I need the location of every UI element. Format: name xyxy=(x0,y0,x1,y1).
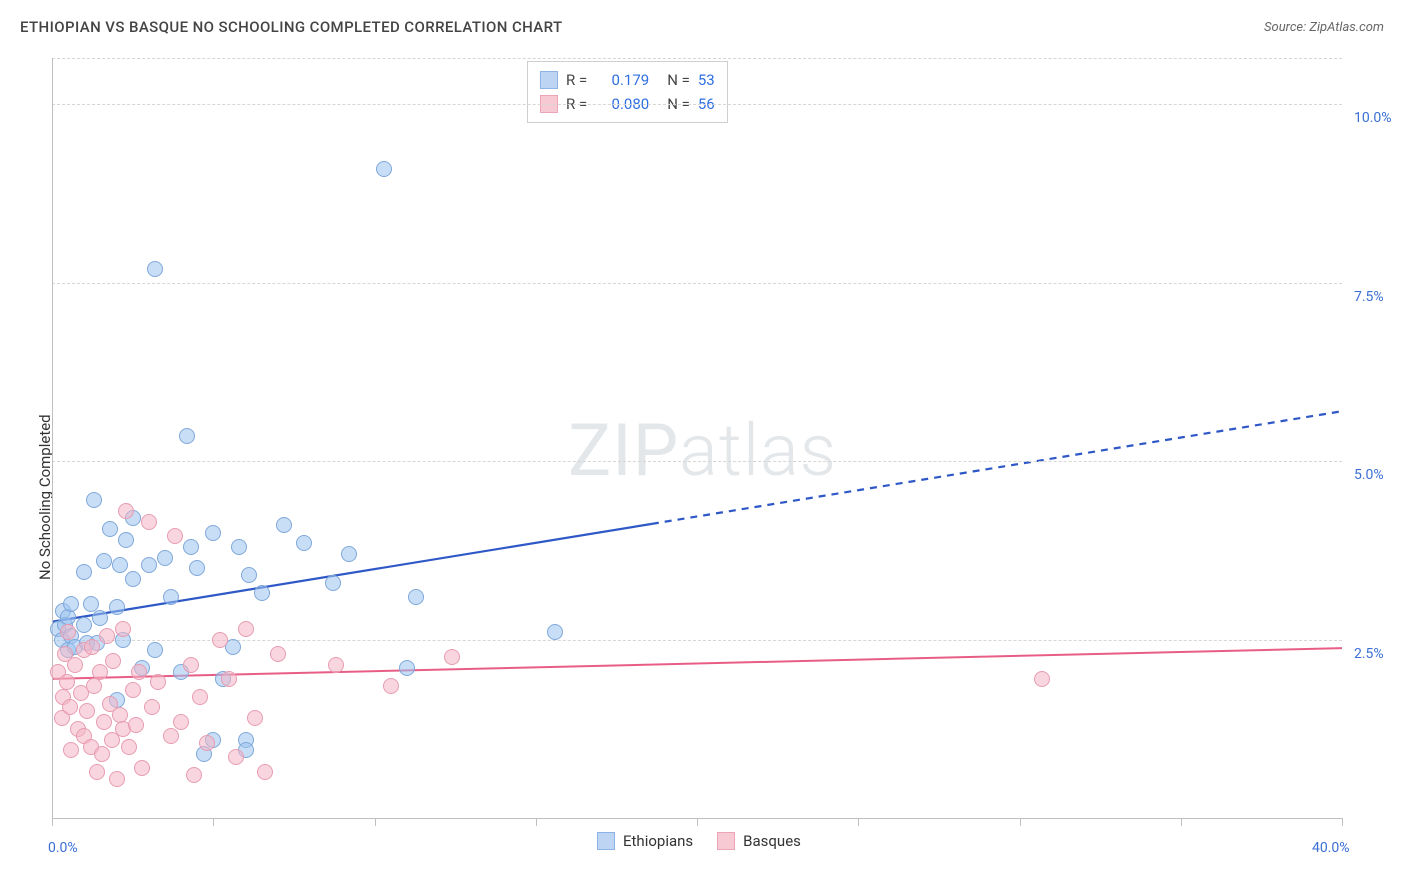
gridline xyxy=(52,461,1342,462)
gridline xyxy=(52,283,1342,284)
x-tick xyxy=(1342,818,1343,826)
data-point-ethiopians xyxy=(241,567,257,583)
legend-label: Ethiopians xyxy=(623,832,693,850)
x-tick xyxy=(536,818,537,826)
legend-swatch xyxy=(717,832,735,850)
x-tick-label: 0.0% xyxy=(48,840,78,856)
legend-item: Ethiopians xyxy=(597,832,693,850)
n-label: N = xyxy=(667,68,690,92)
data-point-ethiopians xyxy=(399,660,415,676)
data-point-basques xyxy=(94,746,110,762)
x-tick xyxy=(697,818,698,826)
legend-stat-row: R = 0.179 N = 53 xyxy=(540,68,715,92)
data-point-basques xyxy=(125,682,141,698)
data-point-ethiopians xyxy=(76,564,92,580)
data-point-ethiopians xyxy=(141,557,157,573)
gridline xyxy=(52,58,1342,59)
r-label: R = xyxy=(566,68,587,92)
data-point-ethiopians xyxy=(205,525,221,541)
chart-title: ETHIOPIAN VS BASQUE NO SCHOOLING COMPLET… xyxy=(20,18,563,36)
source-attribution: Source: ZipAtlas.com xyxy=(1264,20,1384,35)
legend-item: Basques xyxy=(717,832,801,850)
data-point-basques xyxy=(86,678,102,694)
data-point-basques xyxy=(192,689,208,705)
data-point-basques xyxy=(238,621,254,637)
x-tick xyxy=(213,818,214,826)
legend-swatch xyxy=(540,71,558,89)
data-point-basques xyxy=(270,646,286,662)
n-value: 53 xyxy=(698,68,715,92)
data-point-ethiopians xyxy=(112,557,128,573)
plot-area xyxy=(52,58,1342,818)
data-point-basques xyxy=(1034,671,1050,687)
legend-series: Ethiopians Basques xyxy=(597,832,801,850)
x-tick xyxy=(375,818,376,826)
gridline xyxy=(52,640,1342,641)
data-point-basques xyxy=(96,714,112,730)
data-point-ethiopians xyxy=(118,532,134,548)
data-point-basques xyxy=(109,771,125,787)
data-point-basques xyxy=(186,767,202,783)
data-point-basques xyxy=(131,664,147,680)
data-point-ethiopians xyxy=(254,585,270,601)
data-point-ethiopians xyxy=(157,550,173,566)
y-tick-label: 2.5% xyxy=(1354,646,1384,662)
data-point-basques xyxy=(328,657,344,673)
gridline xyxy=(52,104,1342,105)
data-point-basques xyxy=(173,714,189,730)
x-tick xyxy=(858,818,859,826)
data-point-ethiopians xyxy=(296,535,312,551)
data-point-basques xyxy=(99,628,115,644)
data-point-basques xyxy=(128,717,144,733)
legend-stats: R =0.179N =53R =0.080N =56 xyxy=(527,61,728,123)
x-tick xyxy=(1020,818,1021,826)
data-point-ethiopians xyxy=(376,161,392,177)
data-point-basques xyxy=(167,528,183,544)
data-point-ethiopians xyxy=(109,599,125,615)
legend-swatch xyxy=(597,832,615,850)
data-point-basques xyxy=(212,632,228,648)
data-point-basques xyxy=(141,514,157,530)
y-tick-label: 5.0% xyxy=(1354,467,1384,483)
data-point-ethiopians xyxy=(102,521,118,537)
data-point-ethiopians xyxy=(125,571,141,587)
data-point-basques xyxy=(199,735,215,751)
data-point-basques xyxy=(121,739,137,755)
data-point-ethiopians xyxy=(183,539,199,555)
data-point-basques xyxy=(115,621,131,637)
data-point-basques xyxy=(59,674,75,690)
x-tick-label: 40.0% xyxy=(1312,840,1350,856)
data-point-ethiopians xyxy=(163,589,179,605)
x-tick xyxy=(1181,818,1182,826)
y-tick-label: 10.0% xyxy=(1354,110,1392,126)
y-tick-label: 7.5% xyxy=(1354,289,1384,305)
data-point-ethiopians xyxy=(147,261,163,277)
legend-label: Basques xyxy=(743,832,801,850)
y-axis xyxy=(52,58,53,818)
x-tick xyxy=(52,818,53,826)
data-point-basques xyxy=(67,657,83,673)
data-point-ethiopians xyxy=(325,575,341,591)
data-point-basques xyxy=(112,707,128,723)
data-point-ethiopians xyxy=(96,553,112,569)
data-point-basques xyxy=(257,764,273,780)
data-point-basques xyxy=(383,678,399,694)
data-point-basques xyxy=(183,657,199,673)
data-point-basques xyxy=(84,639,100,655)
data-point-ethiopians xyxy=(231,539,247,555)
data-point-basques xyxy=(89,764,105,780)
data-point-ethiopians xyxy=(341,546,357,562)
r-value: 0.179 xyxy=(595,68,649,92)
